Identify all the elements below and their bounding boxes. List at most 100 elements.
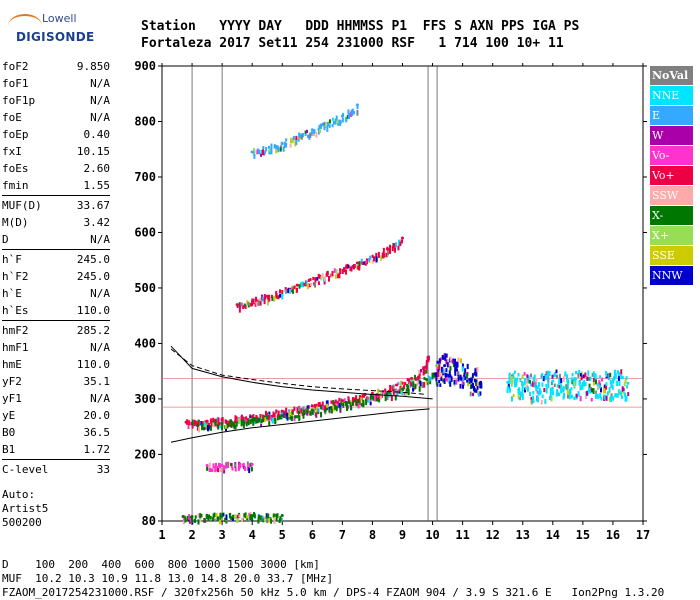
data-point xyxy=(614,373,617,379)
param-row-yf2: yF2 35.1 xyxy=(2,375,110,389)
data-point xyxy=(620,374,623,380)
data-point xyxy=(303,282,306,287)
data-point xyxy=(355,395,358,400)
data-point xyxy=(307,405,310,410)
data-point xyxy=(188,420,191,426)
data-point xyxy=(279,147,282,152)
data-point xyxy=(321,401,324,407)
data-point xyxy=(457,357,460,363)
data-point xyxy=(585,390,588,396)
data-point xyxy=(518,391,521,396)
data-point xyxy=(473,378,476,383)
data-point xyxy=(412,378,415,384)
data-point xyxy=(605,382,608,386)
data-point xyxy=(381,252,384,259)
data-point xyxy=(595,392,598,399)
trace-vertex xyxy=(506,380,510,384)
legend-item-noval: NoVal xyxy=(650,66,693,85)
data-point xyxy=(609,379,612,385)
data-point xyxy=(253,417,256,422)
data-point xyxy=(339,268,342,272)
data-point xyxy=(415,377,418,381)
data-point xyxy=(261,414,264,419)
data-point xyxy=(249,419,252,425)
data-point xyxy=(459,374,462,378)
autoscale-info-line: Auto: xyxy=(2,488,36,501)
data-point xyxy=(508,387,511,393)
data-point xyxy=(610,383,613,388)
param-divider xyxy=(2,249,110,250)
data-point xyxy=(389,389,392,393)
data-point xyxy=(270,143,273,150)
trace-vertex xyxy=(422,366,426,370)
data-point xyxy=(242,416,245,420)
logo-line-digisonde: DIGISONDE xyxy=(16,30,95,44)
data-point xyxy=(212,463,215,469)
data-point xyxy=(256,149,259,155)
param-row-yf1: yF1 N/A xyxy=(2,392,110,406)
data-point xyxy=(253,513,256,518)
data-point xyxy=(300,281,303,288)
data-point xyxy=(360,258,363,265)
data-point xyxy=(189,515,192,520)
data-point xyxy=(549,387,552,393)
data-point xyxy=(313,409,316,413)
data-point xyxy=(578,380,581,386)
data-point xyxy=(326,400,329,406)
param-row-foep: foEp 0.40 xyxy=(2,128,110,142)
data-point xyxy=(194,518,197,523)
data-point xyxy=(208,514,211,519)
data-point xyxy=(346,115,349,119)
trace-vertex xyxy=(280,142,284,146)
param-value: 110.0 xyxy=(76,304,110,317)
param-row-b1: B1 1.72 xyxy=(2,443,110,457)
data-point xyxy=(401,381,404,385)
data-point xyxy=(283,412,286,419)
data-point xyxy=(615,393,618,398)
data-point xyxy=(556,374,559,379)
data-point xyxy=(310,282,313,286)
data-point xyxy=(526,374,529,378)
data-point xyxy=(234,415,237,422)
data-point xyxy=(567,391,570,395)
param-value: 110.0 xyxy=(76,358,110,371)
data-point xyxy=(277,295,280,300)
trace-vertex xyxy=(181,515,185,519)
data-point xyxy=(212,422,215,428)
trace-vertex xyxy=(310,128,314,132)
data-point xyxy=(343,398,346,402)
trace-vertex xyxy=(220,421,224,425)
data-point xyxy=(451,360,454,364)
x-tick-label: 8 xyxy=(369,528,376,542)
data-point xyxy=(347,397,350,403)
data-point xyxy=(573,396,576,400)
data-point xyxy=(279,516,282,521)
data-point xyxy=(450,376,453,382)
data-point xyxy=(317,402,320,407)
data-point xyxy=(302,409,305,415)
data-point xyxy=(212,417,215,421)
data-point xyxy=(535,387,538,392)
data-point xyxy=(286,288,289,294)
data-point xyxy=(401,390,404,395)
profile-line xyxy=(170,348,427,395)
data-point xyxy=(230,420,233,425)
data-point xyxy=(570,377,573,382)
data-point xyxy=(532,390,535,395)
data-point xyxy=(193,419,196,424)
data-point xyxy=(295,139,298,145)
data-point xyxy=(262,150,265,156)
trace-vertex xyxy=(410,376,414,380)
data-point xyxy=(389,384,392,390)
data-point xyxy=(461,380,464,385)
data-point xyxy=(309,132,312,139)
data-point xyxy=(195,422,198,427)
data-point xyxy=(462,383,465,389)
data-point xyxy=(254,296,257,303)
data-point xyxy=(262,415,265,419)
data-point xyxy=(260,418,263,424)
data-point xyxy=(218,462,221,468)
data-point xyxy=(322,405,325,411)
data-point xyxy=(515,382,518,387)
data-point xyxy=(532,395,535,402)
